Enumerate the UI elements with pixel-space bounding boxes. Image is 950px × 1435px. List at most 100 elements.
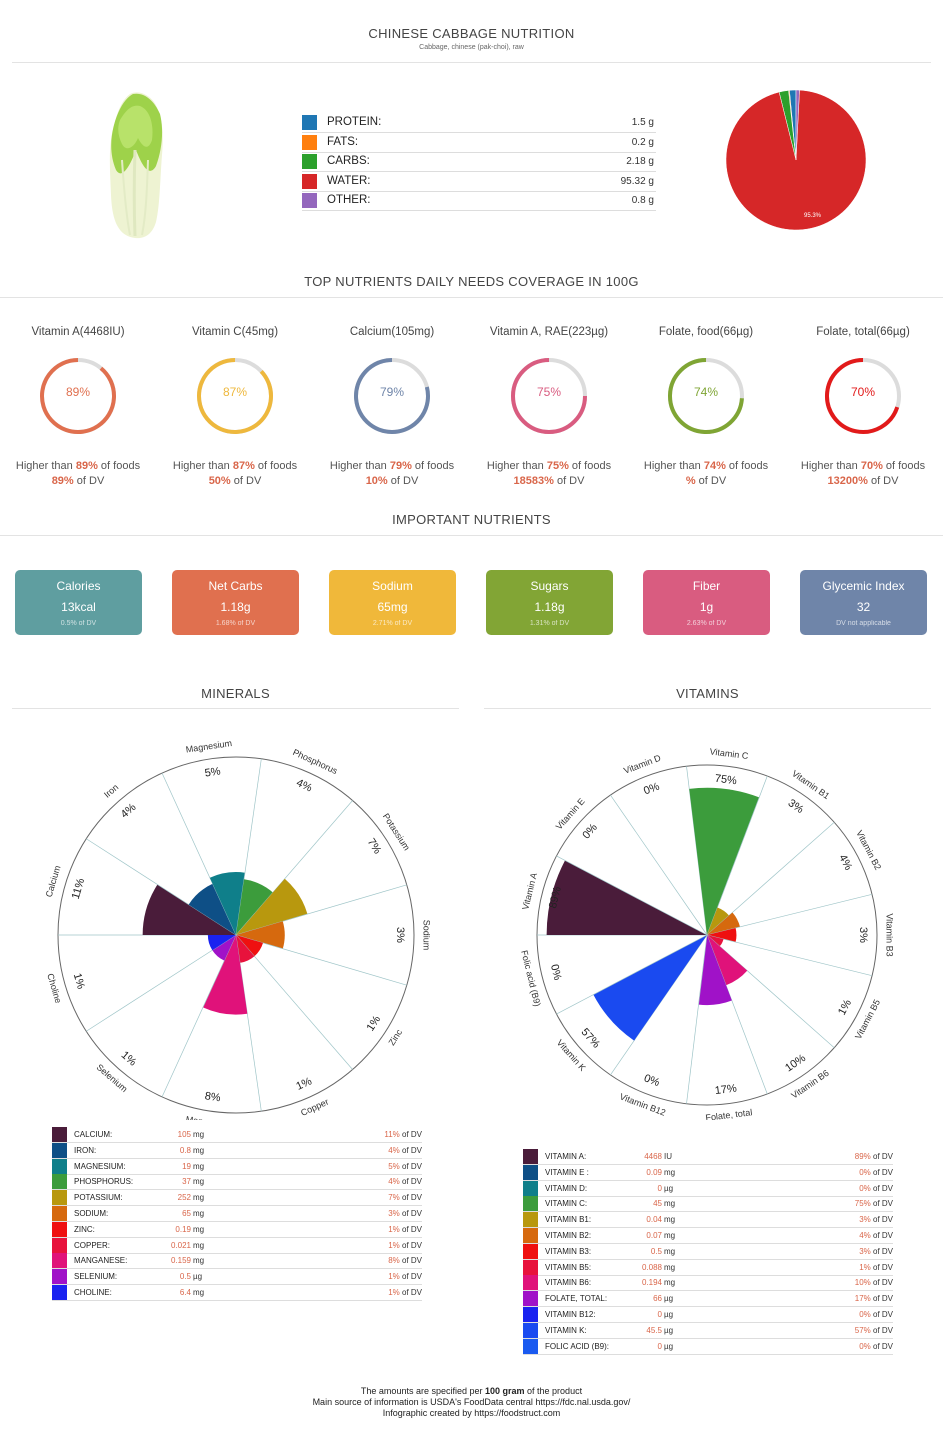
ring-fill [197,358,273,434]
highlight: 89% [75,460,98,472]
polar-value-label: 4% [294,777,314,795]
dv-suffix: of DV [870,1199,893,1209]
row-name: SELENIUM: [74,1272,118,1282]
text: Higher than [643,460,704,472]
dv-suffix: of DV [870,1262,893,1272]
nutrient-card: Sugars 1.18g 1.31% of DV [486,570,613,635]
dv-percent: 0% [859,1183,871,1193]
polar-wedge-copper [236,935,255,963]
row-name: VITAMIN B6: [545,1278,592,1288]
macro-name: WATER: [327,174,371,187]
row-amount: 0.5 [179,1272,191,1282]
row-unit: mg [193,1130,205,1139]
polar-value-label: 11% [70,877,88,901]
macro-row: WATER: 95.32 g [302,173,656,192]
polar-spoke [686,934,708,1104]
card-name: Calories [56,579,101,593]
text: Higher than [800,460,861,472]
dv-suffix: of DV [870,1231,893,1240]
row-unit: mg [193,1224,205,1234]
polar-spoke [86,934,237,1032]
dv-percent: 4% [388,1145,400,1155]
footer-line-3: Infographic created by https://foodstruc… [382,1408,561,1418]
polar-category-label: Choline [45,972,63,1004]
table-row: VITAMIN B5: 0.088 mg 1% of DV [523,1259,893,1276]
coverage-dv: 50% of DV [160,475,310,487]
table-row: FOLIC ACID (B9): 0 µg 0% of DV [523,1338,893,1355]
text: Higher than [172,460,233,472]
coverage-ring: 75% [509,356,589,436]
coverage-dv: 10% of DV [317,475,467,487]
dv-suffix: of DV [399,1145,422,1155]
polar-value-label: 7% [365,836,384,856]
polar-value-label: 5% [204,765,222,779]
row-amount: 0 [657,1183,662,1193]
dv-suffix: of DV [399,1240,422,1250]
polar-spoke [556,855,708,936]
polar-wedge-folate-total [698,935,732,1006]
ring-fill [354,358,430,434]
row-amount: 0.8 [179,1145,191,1155]
nutrient-card: Net Carbs 1.18g 1.68% of DV [172,570,299,635]
dv-percent: 4% [859,1231,871,1240]
polar-spoke [235,934,262,1112]
polar-wedge-vitamin-a [546,860,707,935]
coverage-ring: 74% [666,356,746,436]
dv-suffix: of DV [870,1325,893,1335]
polar-value-label: 3% [394,927,406,943]
row-dv: 5% of DV [388,1162,422,1171]
row-dv: 4% of DV [388,1177,422,1186]
row-name: MAGNESIUM: [74,1161,126,1171]
row-name: VITAMIN B5: [545,1262,592,1272]
dv-suffix: of DV [399,1272,422,1282]
coverage-ring-svg [668,358,744,434]
row-unit: µg [664,1183,674,1193]
coverage-higher-than: Higher than 75% of foods [474,460,624,472]
macro-pie-chart: 95.3% [725,89,867,231]
polar-value-label: 1% [119,1049,139,1069]
table-row: VITAMIN A: 4468 IU 89% of DV [523,1149,893,1165]
polar-spoke [706,893,873,936]
card-value: 65mg [377,600,408,614]
coverage-label: Vitamin A, RAE(223µg) [489,326,609,338]
row-dv: 3% of DV [388,1209,422,1218]
dv-percent: 1% [859,1262,871,1272]
polar-value-label: 3% [786,797,806,816]
polar-spoke [235,758,262,936]
dv-suffix: of DV [870,1341,893,1351]
macro-row: PROTEIN: 1.5 g [302,114,656,133]
coverage-item: Calcium(105mg) 79% Higher than 79% of food… [317,326,467,487]
highlight: % [685,475,696,487]
dv-suffix: of DV [870,1183,893,1193]
row-swatch [52,1269,67,1285]
row-unit: mg [193,1177,205,1187]
text: of foods [882,460,926,472]
row-name: VITAMIN E : [545,1167,589,1177]
coverage-higher-than: Higher than 89% of foods [3,460,153,472]
polar-spoke [161,934,237,1098]
coverage-ring-svg [511,358,587,434]
footer-text: The amounts are specified per [360,1386,485,1396]
macro-swatch [302,115,317,130]
row-unit: mg [193,1288,205,1297]
dv-suffix: of DV [399,1130,422,1139]
important-title: IMPORTANT NUTRIENTS [392,512,551,527]
coverage-percent: 89% [65,385,91,399]
dv-suffix: of DV [399,1256,422,1266]
row-unit: mg [664,1215,676,1225]
row-dv: 57% of DV [855,1326,893,1335]
pie-slice-other [795,89,800,161]
row-dv: 3% of DV [859,1215,893,1224]
highlight: 89% [51,475,74,487]
card-value: 32 [856,600,871,614]
row-unit: mg [193,1240,205,1250]
row-swatch [52,1158,67,1174]
polar-spoke [235,934,353,1070]
row-unit: IU [664,1152,672,1161]
row-unit: µg [664,1310,674,1319]
dv-percent: 1% [388,1272,400,1282]
polar-spoke [706,822,835,936]
row-dv: 0% of DV [859,1168,893,1177]
row-amount: 0.159 [170,1256,191,1266]
